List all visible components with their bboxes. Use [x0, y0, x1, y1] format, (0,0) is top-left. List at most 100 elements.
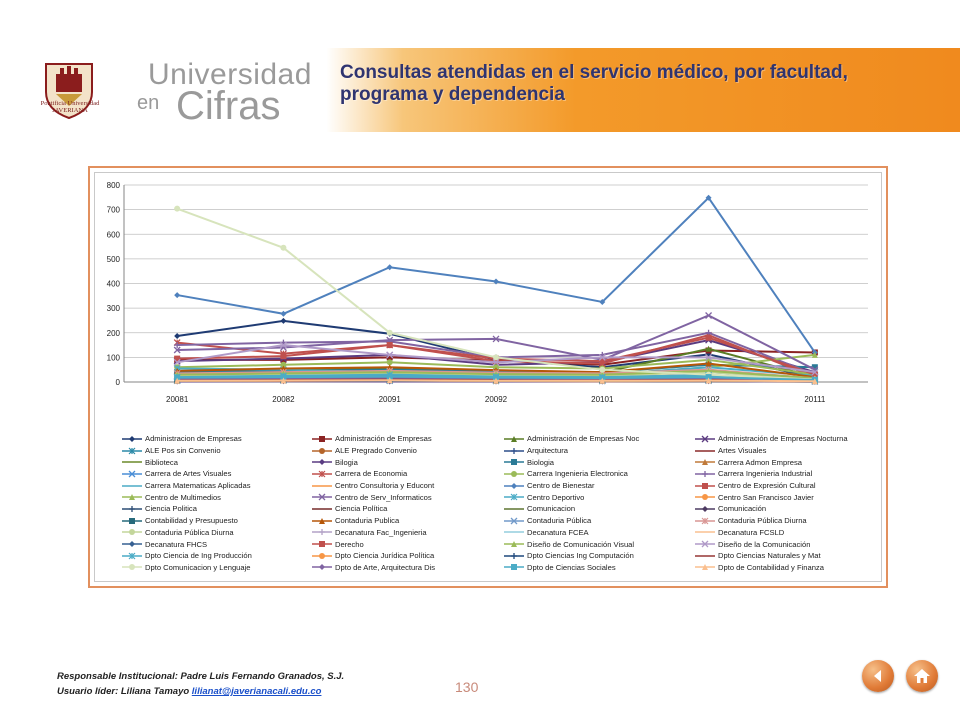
data-point — [386, 351, 394, 359]
legend-swatch — [122, 435, 142, 442]
data-point — [174, 377, 181, 384]
legend-swatch-marker — [511, 459, 517, 466]
data-point — [493, 374, 499, 381]
legend-swatch — [695, 517, 715, 525]
legend-swatch — [312, 459, 332, 466]
legend-item: Carrera Admon Empresa — [695, 456, 882, 468]
data-point — [386, 354, 393, 361]
legend-swatch — [122, 470, 142, 478]
legend-swatch — [504, 493, 524, 501]
legend-item: Biblioteca — [122, 456, 312, 468]
line-chart: 0 100 200 300 400 500 600 700 800 20081 20082 20091… — [107, 181, 868, 404]
legend-swatch — [504, 435, 524, 442]
legend-label: Administración de Empresas — [335, 434, 432, 444]
legend-item: Contabilidad y Presupuesto — [122, 515, 312, 527]
legend-label: Dpto Ciencias Ing Computación — [527, 551, 634, 561]
legend-swatch — [312, 564, 332, 571]
data-point — [599, 358, 606, 365]
legend-label: Contaduria Publica — [335, 516, 400, 526]
data-point — [599, 366, 606, 373]
legend-label: Centro Deportivo — [527, 492, 585, 502]
legend-item: Ciencia Politica — [122, 503, 312, 515]
series-40 — [173, 341, 819, 376]
legend-item: Comunicacion — [504, 503, 695, 515]
brand-universidad: Universidad — [148, 58, 312, 91]
legend-item: Artes Visuales — [695, 445, 882, 457]
legend-swatch-marker — [129, 517, 135, 524]
legend-swatch — [312, 541, 332, 548]
legend-swatch — [312, 517, 332, 524]
legend-label: Administración de Empresas Nocturna — [718, 434, 848, 444]
legend-label: Decanatura FCSLD — [718, 527, 785, 537]
back-button[interactable] — [862, 660, 894, 692]
legend-label: Carrera Matematicas Aplicadas — [145, 481, 251, 491]
legend-swatch — [312, 435, 332, 442]
legend-item: Carrera de Artes Visuales — [122, 468, 312, 480]
legend-swatch-marker — [319, 447, 325, 454]
footer-email-link[interactable]: lilianat@javerianacali.edu.co — [191, 686, 322, 697]
legend-label: Dpto de Arte, Arquitectura Dis — [335, 562, 436, 572]
legend-label: Centro San Francisco Javier — [718, 492, 814, 502]
x-tick-label: 20092 — [485, 395, 508, 404]
legend-swatch-marker — [129, 564, 135, 571]
legend-item: Diseño de la Comunicación — [695, 538, 882, 550]
legend-swatch-marker — [702, 564, 708, 571]
legend-label: Contabilidad y Presupuesto — [145, 516, 238, 526]
legend-item: Biologia — [504, 456, 695, 468]
footer-user-label: Usuario líder: Liliana Tamayo — [57, 686, 190, 697]
legend-label: Centro de Expresión Cultural — [718, 481, 816, 491]
home-icon — [914, 669, 930, 683]
legend-swatch-marker — [701, 435, 709, 443]
y-tick-label: 600 — [107, 230, 121, 239]
legend-label: Contaduria Pública Diurna — [718, 516, 807, 526]
data-point — [280, 317, 287, 324]
legend-label: Carrera Ingenieria Industrial — [718, 469, 813, 479]
y-tick-label: 500 — [107, 255, 121, 264]
legend-swatch-marker — [319, 435, 325, 442]
data-point — [174, 332, 181, 339]
legend-swatch-marker — [128, 552, 136, 560]
home-button[interactable] — [906, 660, 938, 692]
legend-item: Contaduria Pública Diurna — [695, 515, 882, 527]
legend-swatch-marker — [319, 517, 325, 524]
x-tick-label: 20082 — [272, 395, 295, 404]
data-point — [705, 194, 712, 201]
legend-swatch — [695, 554, 715, 557]
data-point — [811, 351, 818, 358]
legend-item: Decanatura FCEA — [504, 527, 695, 539]
legend-item: Derecho — [312, 538, 504, 550]
data-point — [386, 342, 393, 349]
legend-item: Dpto Ciencia de Ing Producción — [122, 550, 312, 562]
legend-item: Administración de Empresas Noc — [504, 433, 695, 445]
data-point — [280, 356, 287, 363]
legend-item: Administración de Empresas Nocturna — [695, 433, 882, 445]
data-point — [280, 361, 287, 368]
legend-swatch-marker — [318, 493, 326, 501]
legend-label: Carrera de Economia — [335, 469, 408, 479]
legend-swatch — [695, 435, 715, 443]
x-tick-label: 20102 — [697, 395, 720, 404]
data-point — [279, 341, 287, 349]
legend-label: Dpto Comunicacion y Lenguaje — [145, 562, 251, 572]
data-point — [173, 346, 181, 354]
data-point — [811, 364, 818, 371]
legend-swatch-marker — [511, 435, 517, 442]
legend-label: Contaduria Pública — [527, 516, 592, 526]
legend-swatch — [312, 470, 332, 478]
legend-swatch — [122, 564, 142, 571]
data-point — [492, 335, 500, 343]
legend-swatch-marker — [702, 505, 708, 512]
legend-item: Decanatura FHCS — [122, 538, 312, 550]
legend-swatch-marker — [511, 541, 517, 548]
legend-label: Dpto Ciencia de Ing Producción — [145, 551, 252, 561]
footer-user: Usuario líder: Liliana Tamayo lilianat@j… — [57, 684, 344, 699]
series-line — [176, 196, 816, 354]
legend-item: Carrera Ingenieria Industrial — [695, 468, 882, 480]
legend-item: ALE Pregrado Convenio — [312, 445, 504, 457]
legend-swatch — [122, 529, 142, 536]
legend-swatch-marker — [701, 517, 709, 525]
series-19 — [174, 194, 818, 356]
legend-swatch-marker — [701, 540, 709, 548]
legend-item: Carrera Ingenieria Electronica — [504, 468, 695, 480]
legend-swatch-marker — [128, 470, 136, 478]
